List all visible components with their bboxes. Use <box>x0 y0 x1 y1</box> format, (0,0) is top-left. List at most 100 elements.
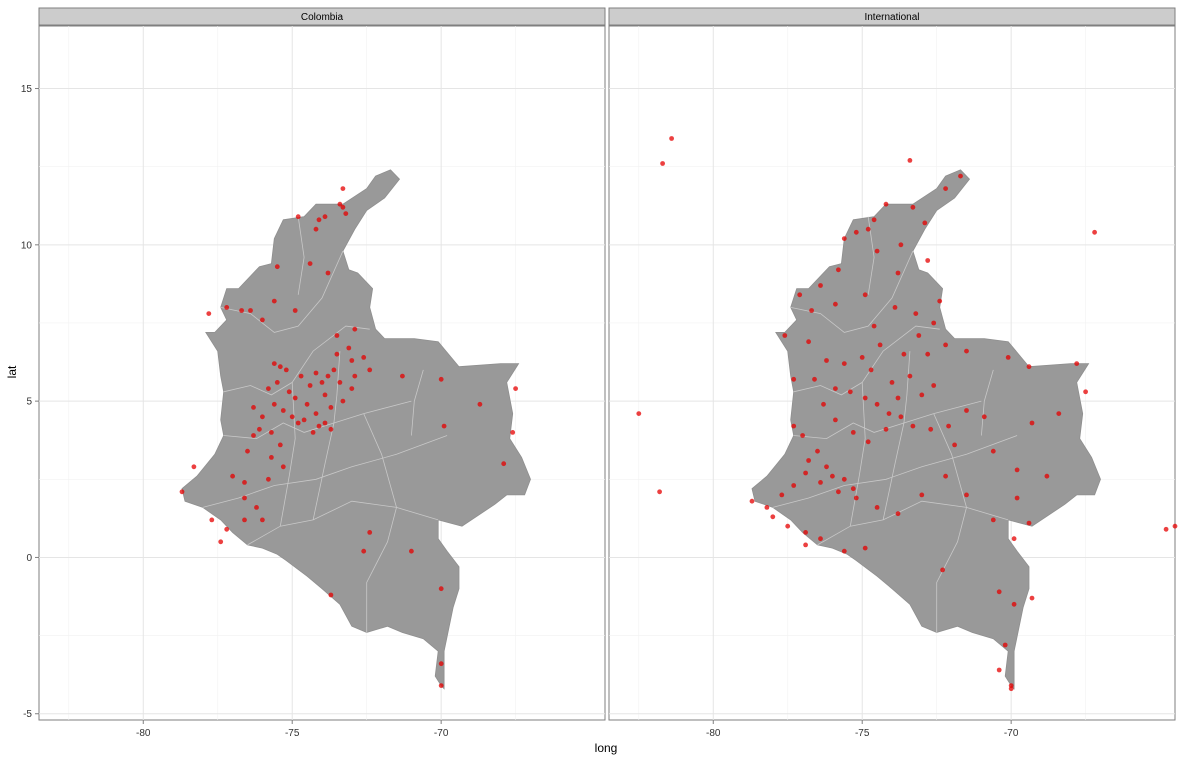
data-point <box>910 204 916 210</box>
data-point <box>269 455 274 460</box>
data-point <box>850 430 856 435</box>
data-point <box>943 342 948 348</box>
data-point <box>334 333 340 338</box>
data-point <box>874 505 880 510</box>
data-point <box>269 430 274 435</box>
data-point <box>886 411 892 416</box>
data-point <box>943 473 948 479</box>
data-point <box>764 505 770 510</box>
data-point <box>862 292 868 298</box>
data-point <box>260 317 265 323</box>
data-point <box>340 204 346 210</box>
data-point <box>325 270 331 276</box>
x-tick-label: -75 <box>855 728 870 739</box>
data-point <box>824 464 829 470</box>
data-point <box>868 367 874 373</box>
data-point <box>280 408 286 413</box>
data-point <box>797 292 803 298</box>
panel-colombia: Colombia <box>38 7 606 721</box>
x-tick-label: -70 <box>434 728 449 739</box>
data-point <box>274 380 280 385</box>
data-point <box>322 392 328 398</box>
department-border <box>849 382 866 527</box>
data-point <box>660 161 665 166</box>
data-point <box>862 545 868 551</box>
data-point <box>331 367 337 373</box>
data-point <box>340 398 346 404</box>
department-border <box>312 351 341 520</box>
x-tick-label: -75 <box>285 728 300 739</box>
data-point <box>274 264 280 270</box>
data-point <box>785 523 791 529</box>
data-point <box>806 458 811 463</box>
data-point <box>230 473 236 479</box>
data-point <box>782 333 788 338</box>
data-point <box>898 242 904 248</box>
data-point <box>996 667 1002 673</box>
data-point <box>1092 229 1097 235</box>
data-point <box>803 470 808 476</box>
data-point <box>1056 411 1062 416</box>
data-point <box>239 308 245 313</box>
department-border <box>220 250 344 333</box>
data-point <box>409 548 414 554</box>
data-point <box>958 173 963 179</box>
data-point <box>770 514 776 520</box>
data-point <box>328 592 334 598</box>
data-point <box>242 495 247 501</box>
data-point <box>657 489 662 495</box>
data-point <box>334 351 340 357</box>
data-point <box>943 186 948 192</box>
strip-colombia <box>38 7 606 26</box>
data-point <box>438 376 444 382</box>
data-point <box>179 489 185 495</box>
data-point <box>931 383 937 388</box>
x-tick-label: -80 <box>136 728 151 739</box>
data-point <box>916 333 922 338</box>
data-point <box>1002 642 1008 648</box>
data-point <box>307 383 313 388</box>
data-point <box>316 217 322 223</box>
department-borders-colombia <box>202 216 448 633</box>
data-point <box>937 298 943 304</box>
data-point <box>271 298 277 304</box>
data-point <box>361 355 367 360</box>
data-point <box>322 214 328 220</box>
data-point <box>874 401 880 407</box>
data-point <box>952 442 957 448</box>
data-point <box>346 345 352 351</box>
data-point <box>865 439 871 445</box>
data-point <box>1011 601 1017 607</box>
data-point <box>1008 686 1014 692</box>
data-point <box>337 201 343 207</box>
data-point <box>919 392 925 398</box>
department-border <box>933 413 967 633</box>
data-point <box>836 489 841 495</box>
data-point <box>809 308 814 313</box>
data-point <box>818 536 823 542</box>
data-point <box>883 201 889 207</box>
panel-international: International <box>608 7 1178 721</box>
data-point <box>981 414 987 420</box>
data-point <box>847 389 853 395</box>
data-point <box>242 480 247 485</box>
data-point <box>367 367 373 373</box>
data-point <box>853 229 859 235</box>
data-point <box>438 661 444 667</box>
data-point <box>833 386 838 391</box>
data-point <box>964 348 969 354</box>
data-point <box>996 589 1002 595</box>
data-point <box>898 414 904 420</box>
data-point <box>224 305 230 310</box>
data-point <box>277 442 283 448</box>
data-point <box>1014 467 1020 473</box>
data-point <box>254 505 259 510</box>
y-tick-label: 0 <box>26 553 32 564</box>
data-point <box>1011 536 1017 542</box>
data-point <box>907 158 913 163</box>
data-point <box>298 373 304 379</box>
data-point <box>824 358 829 363</box>
data-point <box>1074 361 1080 366</box>
data-point <box>913 311 919 316</box>
data-point <box>925 258 931 263</box>
